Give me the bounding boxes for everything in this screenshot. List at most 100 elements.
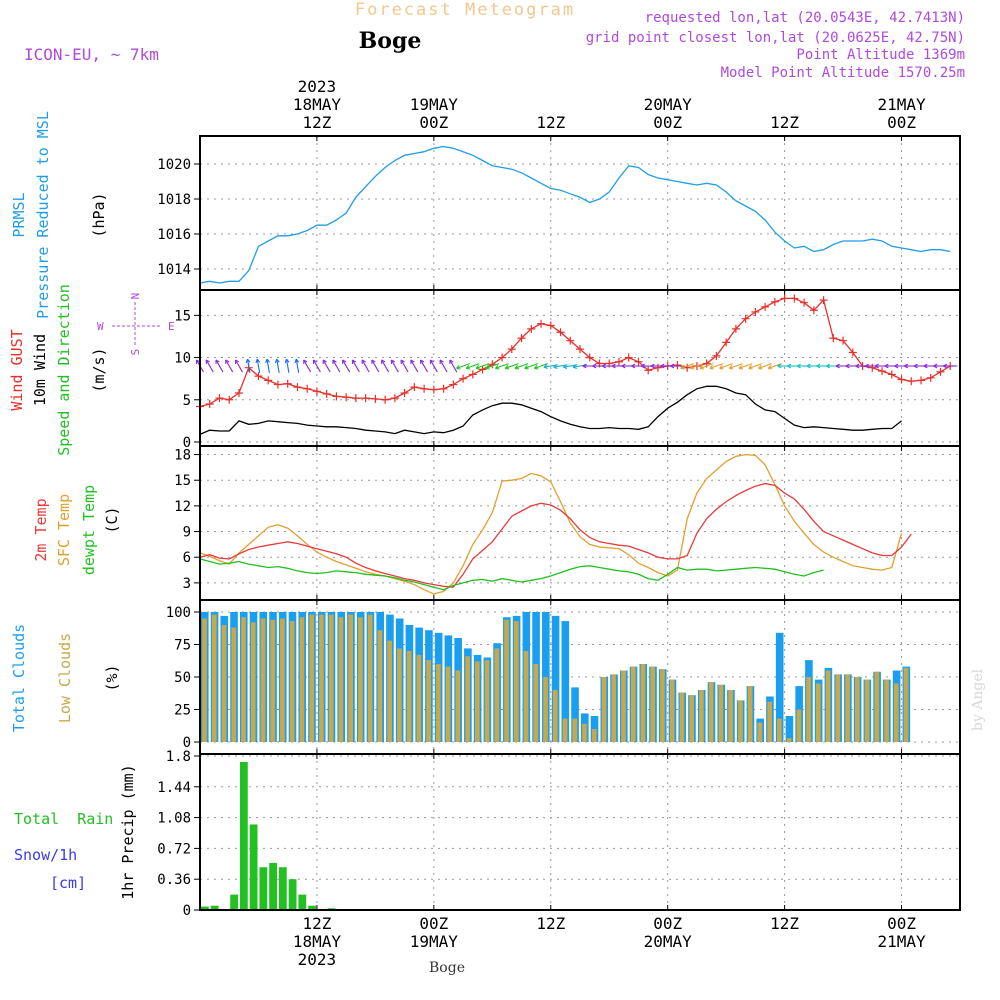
- y-tick-label: 6: [183, 550, 191, 566]
- prmsl-desc-label: Pressure Reduced to MSL: [34, 111, 52, 319]
- wind-arrow-head: [524, 365, 529, 370]
- low-cloud-bar: [211, 614, 217, 742]
- wind-arrow: [285, 359, 290, 373]
- top-time-label: 18MAY: [293, 95, 342, 114]
- bottom-time-label: 12Z: [536, 914, 565, 933]
- gust-marker: [332, 392, 341, 401]
- y-tick-label: 50: [174, 670, 191, 686]
- gust-marker: [420, 384, 429, 393]
- wind-arrow-head: [582, 363, 587, 369]
- y-tick-label: 0.72: [157, 841, 191, 857]
- low-cloud-bar: [893, 683, 899, 742]
- wind-arrow-head: [933, 363, 938, 369]
- y-tick-label: 9: [183, 525, 191, 541]
- low-cloud-bar: [513, 621, 519, 742]
- bottom-time-label: 12Z: [770, 914, 799, 933]
- top-time-label: 12Z: [536, 113, 565, 132]
- wind-arrow: [524, 363, 539, 369]
- gust-marker: [459, 374, 468, 383]
- wind-arrow-head: [429, 359, 435, 364]
- wind-dir-label: Speed and Direction: [55, 284, 73, 456]
- gust-marker: [576, 345, 584, 354]
- total-cloud-bar: [551, 615, 560, 742]
- cloud-side-label: Total Clouds Low Clouds (%): [10, 624, 121, 732]
- gust-marker: [546, 321, 555, 330]
- low-cloud-bar: [319, 614, 324, 742]
- low-cloud-bar: [250, 622, 256, 742]
- top-time-label: 00Z: [653, 113, 682, 132]
- wind-side-label: Wind GUST 10m Wind Speed and Direction (…: [8, 284, 108, 456]
- y-tick-label: 10: [174, 351, 191, 367]
- wind-arrow: [729, 363, 743, 369]
- wind-arrow-head: [592, 363, 597, 369]
- wind-arrow: [768, 363, 782, 369]
- y-tick-label: 1014: [157, 262, 191, 278]
- wind-arrow-head: [410, 359, 415, 364]
- wind-arrow-head: [234, 359, 240, 364]
- wind-arrow: [276, 359, 280, 373]
- wind-arrow-head: [670, 363, 675, 369]
- low-cloud-bar: [786, 738, 792, 742]
- point-altitude: Point Altitude 1369m: [796, 47, 965, 63]
- wind-arrow: [449, 359, 458, 373]
- gust-marker: [614, 357, 623, 366]
- gust-marker: [624, 353, 633, 362]
- low-cloud-bar: [854, 677, 860, 742]
- wind-arrow-head: [611, 363, 616, 369]
- wind-arrow: [381, 359, 390, 373]
- gust-marker: [488, 360, 497, 369]
- wind-arrow: [390, 359, 399, 373]
- wind-arrow-head: [631, 363, 636, 369]
- low-cloud-bar: [338, 617, 344, 742]
- wind-arrow-head: [225, 359, 230, 364]
- gust-marker: [819, 296, 828, 305]
- low-cloud-bar: [299, 617, 305, 742]
- gust-marker: [303, 384, 312, 393]
- wind-arrow-head: [465, 365, 471, 370]
- watermark: by Angel: [970, 668, 986, 731]
- precip-unit-label: 1hr Precip (mm): [119, 764, 137, 899]
- low-cloud-bar: [845, 674, 850, 742]
- low-cloud-bar: [874, 671, 880, 742]
- wind-arrow-head: [274, 358, 280, 364]
- wind-arrow-head: [845, 363, 850, 369]
- low-cloud-bar: [260, 618, 266, 742]
- low-cloud-bar: [660, 669, 665, 742]
- y-tick-label: 0.36: [157, 872, 191, 888]
- prmsl-label: PRMSL: [10, 192, 28, 237]
- low-cloud-bar: [591, 729, 597, 742]
- low-cloud-bar: [358, 617, 363, 742]
- wind-arrow: [205, 359, 214, 373]
- low-cloud-bar: [835, 674, 841, 742]
- wind-arrow-head: [621, 363, 626, 369]
- wind-arrow: [699, 363, 714, 369]
- rain-bar: [210, 905, 219, 910]
- grid-coords: grid point closest lon,lat (20.0625E, 42…: [586, 30, 965, 46]
- rain-bar: [201, 906, 209, 910]
- low-cloud-bar: [708, 682, 714, 742]
- low-cloud-bar: [796, 709, 802, 742]
- wind-arrow-head: [400, 359, 405, 364]
- top-time-label: 21MAY: [877, 95, 926, 114]
- bottom-time-label: 20MAY: [644, 932, 693, 951]
- gust-marker: [322, 389, 331, 398]
- gust-marker: [936, 367, 945, 376]
- low-cloud-label: Low Clouds: [56, 633, 74, 723]
- gust-marker: [537, 319, 546, 328]
- low-cloud-bar: [757, 722, 763, 742]
- wind-arrow-head: [495, 365, 500, 370]
- wind-arrow-head: [748, 365, 753, 370]
- wind-arrow: [303, 359, 312, 373]
- low-cloud-bar: [426, 660, 431, 742]
- model-altitude: Model Point Altitude 1570.25m: [721, 65, 965, 81]
- gust-marker: [770, 297, 779, 306]
- y-tick-label: 18: [174, 448, 191, 464]
- rain-bar: [298, 894, 307, 910]
- y-tick-label: 75: [174, 638, 191, 654]
- bottom-time-label: 21MAY: [877, 932, 926, 951]
- panel-1: 0 5 10 15: [174, 289, 961, 451]
- wind-arrow: [225, 359, 234, 373]
- wind-arrow: [429, 359, 438, 373]
- panel-2: 3 6 9 12 15 18: [174, 445, 961, 601]
- gust-marker: [887, 370, 896, 379]
